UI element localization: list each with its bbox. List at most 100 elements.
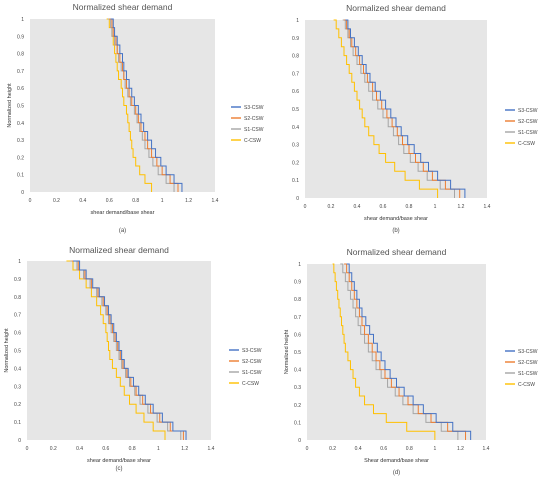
x-tick-label: 0.6 — [380, 446, 387, 452]
y-axis-label: Normalized height — [284, 329, 290, 374]
x-tick-label: 0.4 — [76, 446, 83, 452]
x-axis-label: shear demand/base shear — [87, 458, 151, 464]
y-tick-label: 0.7 — [14, 313, 21, 319]
y-tick-label: 0.5 — [294, 350, 301, 356]
legend-label: S3-CSW — [244, 105, 264, 111]
y-tick-label: 0.6 — [14, 331, 21, 337]
x-tick-label: 0.6 — [380, 204, 387, 210]
x-tick-label: 1.2 — [181, 446, 188, 452]
chart-1: Normalized shear demand 0 0.1 0.2 0.3 0.4 0.5 0… — [7, 2, 264, 234]
legend-label: S3-CSW — [518, 349, 538, 355]
x-tick-label: 0 — [26, 446, 29, 452]
panel-caption: (b) — [392, 228, 399, 234]
y-tick-label: 0.1 — [17, 173, 24, 179]
y-axis-label: Normalized height — [7, 83, 13, 128]
y-tick-label: 0 — [298, 438, 301, 444]
y-tick-label: 0.7 — [292, 71, 299, 77]
y-tick-label: 0.9 — [17, 34, 24, 40]
panel-caption: (d) — [393, 470, 400, 476]
y-tick-label: 0.8 — [17, 52, 24, 58]
x-axis-label: Shear demand/base shear — [364, 458, 429, 464]
x-tick-label: 0.2 — [328, 204, 335, 210]
legend-label: S3-CSW — [242, 348, 262, 354]
plot-area — [307, 264, 486, 440]
x-tick-label: 0 — [29, 198, 32, 204]
x-tick-label: 1.4 — [484, 204, 491, 210]
y-tick-label: 0.5 — [292, 107, 299, 113]
legend-label: C-CSW — [242, 381, 259, 387]
y-tick-label: 0.6 — [294, 332, 301, 338]
y-tick-label: 1 — [21, 17, 24, 23]
x-tick-label: 1 — [433, 446, 436, 452]
series-line-c-csw — [333, 19, 439, 198]
x-tick-label: 1.4 — [483, 446, 490, 452]
legend-label: S1-CSW — [518, 371, 538, 377]
series-line-c-csw — [332, 263, 436, 440]
y-tick-label: 0.5 — [14, 349, 21, 355]
series-line-s3-csw — [345, 19, 466, 198]
x-tick-label: 0.2 — [50, 446, 57, 452]
chart-title: Normalized shear demand — [346, 3, 446, 13]
y-tick-label: 0.4 — [14, 366, 21, 372]
y-tick-label: 0.9 — [292, 36, 299, 42]
y-tick-label: 0 — [21, 190, 24, 196]
y-tick-label: 0.2 — [14, 402, 21, 408]
legend-label: S2-CSW — [518, 360, 538, 366]
chart-2: Normalized shear demand 0 0.1 0.2 0.3 0.4 0.5 0… — [292, 3, 538, 234]
chart-title: Normalized shear demand — [69, 245, 169, 255]
panel-caption: (a) — [119, 228, 126, 234]
panel-caption: (c) — [116, 466, 123, 472]
y-tick-label: 0.1 — [14, 420, 21, 426]
series-line-s2-csw — [344, 263, 467, 440]
series-line-s3-csw — [346, 263, 472, 440]
y-tick-label: 1 — [298, 262, 301, 268]
plot-area — [30, 19, 215, 192]
y-tick-label: 1 — [296, 18, 299, 24]
legend-label: S2-CSW — [244, 116, 264, 122]
x-tick-label: 0.4 — [354, 204, 361, 210]
y-tick-label: 0.3 — [292, 143, 299, 149]
y-tick-label: 0.3 — [17, 138, 24, 144]
x-tick-label: 1.2 — [185, 198, 192, 204]
x-axis-label: shear demand/base shear — [364, 216, 428, 222]
x-tick-label: 1.2 — [458, 204, 465, 210]
series-line-s3-csw — [73, 260, 187, 440]
x-tick-label: 0 — [306, 446, 309, 452]
y-tick-label: 0.6 — [292, 89, 299, 95]
chart-4: Normalized shear demand 0 0.1 0.2 0.3 0.4 0.5 0… — [284, 247, 538, 476]
legend-label: S1-CSW — [244, 127, 264, 133]
plot-area — [305, 20, 487, 198]
y-tick-label: 0.6 — [17, 86, 24, 92]
x-tick-label: 1.4 — [208, 446, 215, 452]
series-line-s3-csw — [110, 18, 183, 192]
x-tick-label: 0.2 — [329, 446, 336, 452]
y-tick-label: 0.7 — [294, 315, 301, 321]
legend-label: S2-CSW — [518, 119, 538, 125]
y-tick-label: 0.4 — [294, 368, 301, 374]
y-tick-label: 0 — [296, 196, 299, 202]
y-tick-label: 0.9 — [14, 277, 21, 283]
y-tick-label: 0.2 — [292, 160, 299, 166]
x-tick-label: 1.4 — [212, 198, 219, 204]
y-tick-label: 0.2 — [17, 155, 24, 161]
legend-label: C-CSW — [244, 138, 261, 144]
y-tick-label: 0.9 — [294, 280, 301, 286]
legend-label: S1-CSW — [242, 370, 262, 376]
chart-title: Normalized shear demand — [347, 247, 447, 257]
y-tick-label: 0.7 — [17, 69, 24, 75]
x-tick-label: 0.4 — [79, 198, 86, 204]
legend-label: S1-CSW — [518, 130, 538, 136]
y-tick-label: 0 — [18, 438, 21, 444]
x-axis-label: shear demand/base shear — [91, 210, 155, 216]
x-tick-label: 0.8 — [132, 198, 139, 204]
x-tick-label: 0 — [304, 204, 307, 210]
y-axis-label: Normalized height — [4, 328, 10, 373]
y-tick-label: 1 — [18, 259, 21, 265]
legend-label: C-CSW — [518, 141, 535, 147]
x-tick-label: 1 — [157, 446, 160, 452]
x-tick-label: 0.6 — [102, 446, 109, 452]
y-tick-label: 0.1 — [294, 420, 301, 426]
x-tick-label: 0.8 — [406, 204, 413, 210]
y-tick-label: 0.5 — [17, 104, 24, 110]
y-tick-label: 0.4 — [292, 125, 299, 131]
